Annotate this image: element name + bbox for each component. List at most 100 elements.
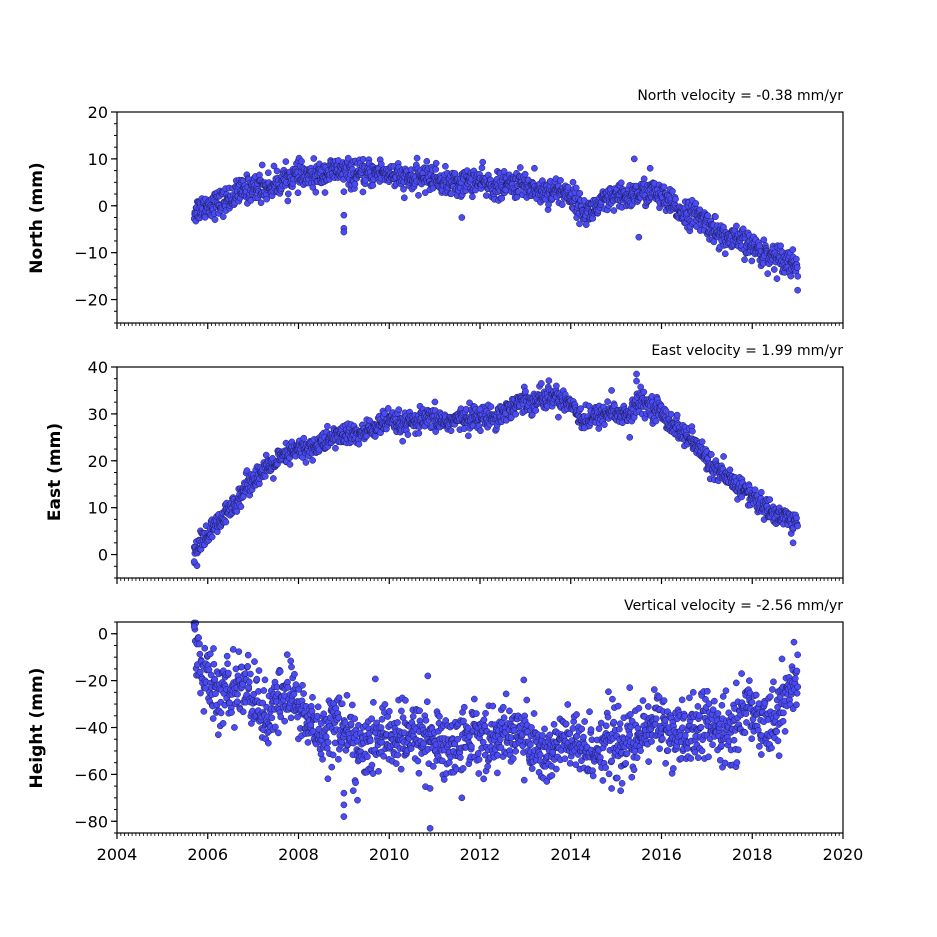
height-point <box>245 678 253 686</box>
height-point <box>623 750 631 757</box>
height-point <box>272 723 279 731</box>
north-point <box>756 242 763 250</box>
height-point <box>392 760 400 767</box>
north-point <box>777 242 784 250</box>
east-point <box>399 437 407 445</box>
height-point <box>284 684 292 691</box>
north-point <box>531 164 538 172</box>
height-point <box>340 789 348 797</box>
height-point <box>648 738 655 745</box>
height-point <box>484 763 492 770</box>
height-point <box>734 746 742 754</box>
height-point <box>291 670 298 678</box>
height-point <box>626 684 634 691</box>
height-point <box>561 755 569 763</box>
height-point <box>351 715 359 723</box>
height-point <box>228 709 235 716</box>
north-point <box>789 246 797 253</box>
height-point <box>260 687 268 694</box>
north-point <box>340 228 348 236</box>
height-point <box>686 694 693 702</box>
height-point <box>378 715 386 723</box>
height-point <box>780 709 787 717</box>
height-point <box>587 726 595 733</box>
height-point <box>223 652 231 660</box>
height-point <box>320 710 328 718</box>
height-point <box>546 731 554 739</box>
north-point <box>377 160 385 168</box>
height-point <box>225 669 232 677</box>
east-point <box>302 459 310 466</box>
east-point <box>581 424 588 432</box>
height-point <box>770 678 777 686</box>
north-point <box>432 159 440 167</box>
east-point <box>652 417 660 425</box>
height-point <box>206 650 214 658</box>
height-point <box>340 801 348 809</box>
height-point <box>719 693 727 700</box>
north-point <box>219 213 227 221</box>
height-point <box>416 707 423 715</box>
height-point <box>718 701 726 709</box>
height-point <box>324 775 332 783</box>
north-point <box>442 162 449 170</box>
east-point <box>673 411 681 419</box>
height-point <box>287 657 295 665</box>
east-point <box>371 433 379 440</box>
north-point <box>582 221 590 229</box>
north-point <box>264 169 272 177</box>
height-point <box>347 720 355 728</box>
height-point <box>722 687 730 695</box>
height-point <box>212 690 219 698</box>
height-point <box>290 690 298 698</box>
height-point <box>509 755 517 762</box>
height-point <box>402 697 409 704</box>
height-point <box>244 651 252 659</box>
east-point <box>698 438 706 446</box>
north-point <box>294 189 302 197</box>
height-point <box>687 755 695 762</box>
height-point <box>475 756 483 763</box>
height-point <box>774 737 782 745</box>
north-point <box>545 201 552 208</box>
height-point <box>460 717 467 725</box>
east-point <box>751 486 759 493</box>
height-point <box>548 772 556 779</box>
east-y-tick-label: 0 <box>98 546 108 565</box>
height-point <box>341 719 349 727</box>
height-point <box>253 675 261 683</box>
height-point <box>197 689 204 697</box>
height-point <box>718 742 725 749</box>
height-point <box>586 708 593 716</box>
height-point <box>703 687 711 695</box>
height-point <box>210 645 217 652</box>
north-point <box>298 158 305 165</box>
height-point <box>745 677 753 684</box>
height-point <box>684 745 691 752</box>
east-point <box>300 434 308 442</box>
height-point <box>742 710 750 717</box>
north-point <box>479 158 487 166</box>
north-y-tick-label: 20 <box>88 103 108 122</box>
east-point <box>512 410 520 418</box>
north-y-tick-label: −10 <box>74 244 108 263</box>
height-point <box>793 667 801 675</box>
height-point <box>201 644 209 652</box>
height-point <box>609 695 616 703</box>
north-point <box>400 194 408 202</box>
east-point <box>332 444 339 452</box>
height-point <box>541 725 548 733</box>
height-point <box>343 691 351 699</box>
height-point <box>276 668 284 675</box>
height-point <box>528 765 536 773</box>
north-point <box>516 164 524 171</box>
height-point <box>217 709 225 717</box>
height-points <box>190 619 802 832</box>
height-point <box>689 688 697 696</box>
east-point <box>577 405 584 412</box>
height-point <box>470 695 478 703</box>
east-point <box>460 425 468 433</box>
height-point <box>711 697 718 705</box>
height-point <box>709 741 716 749</box>
east-point <box>465 432 472 440</box>
